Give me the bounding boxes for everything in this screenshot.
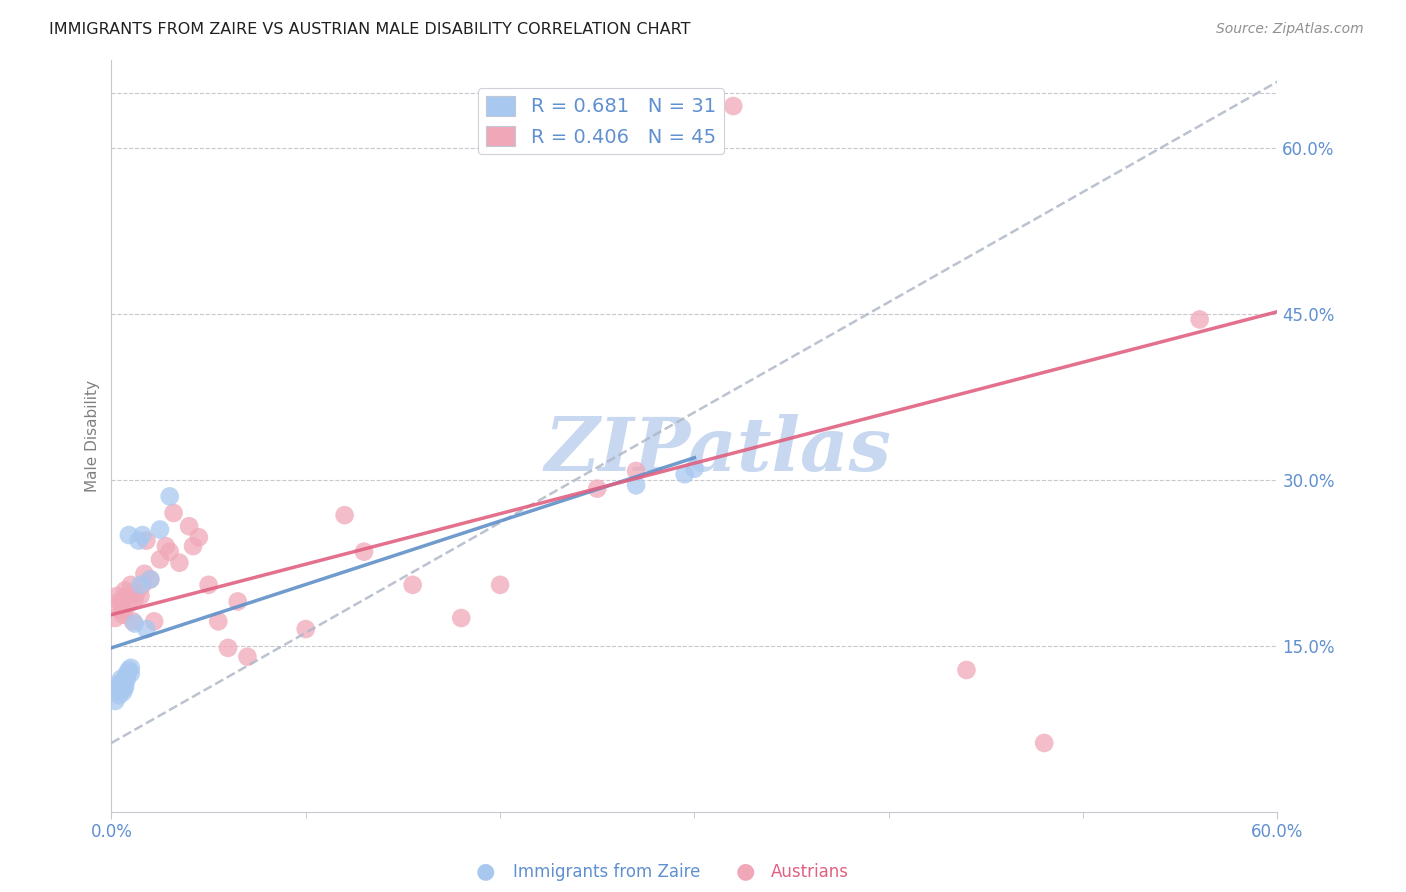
- Point: [155, 539, 177, 553]
- Point: [105, 677, 128, 691]
- Point: [110, 677, 132, 691]
- Point: [723, 99, 745, 113]
- Point: [118, 528, 141, 542]
- Point: [353, 544, 375, 558]
- Point: [115, 672, 138, 686]
- Point: [226, 594, 249, 608]
- Legend: R = 0.681   N = 31, R = 0.406   N = 45: R = 0.681 N = 31, R = 0.406 N = 45: [478, 88, 724, 154]
- Point: [162, 506, 184, 520]
- Point: [104, 611, 127, 625]
- Point: [114, 677, 136, 691]
- Point: [115, 589, 138, 603]
- Text: Austrians: Austrians: [770, 863, 848, 881]
- Point: [489, 578, 512, 592]
- Point: [586, 482, 609, 496]
- Point: [124, 592, 146, 607]
- Point: [124, 616, 146, 631]
- Text: ZIPatlas: ZIPatlas: [544, 415, 891, 487]
- Text: Immigrants from Zaire: Immigrants from Zaire: [513, 863, 700, 881]
- Point: [149, 552, 172, 566]
- Point: [1188, 312, 1211, 326]
- Point: [128, 533, 150, 548]
- Point: [110, 603, 132, 617]
- Point: [120, 661, 142, 675]
- Point: [129, 589, 152, 603]
- Point: [673, 467, 696, 482]
- Point: [1033, 736, 1056, 750]
- Point: [118, 663, 141, 677]
- Point: [104, 694, 127, 708]
- Point: [169, 556, 191, 570]
- Point: [333, 508, 356, 523]
- Point: [108, 594, 131, 608]
- Point: [110, 677, 132, 691]
- Point: [187, 530, 209, 544]
- Point: [139, 572, 162, 586]
- Text: ●: ●: [735, 862, 755, 881]
- Point: [134, 566, 156, 581]
- Point: [129, 578, 152, 592]
- Point: [149, 523, 172, 537]
- Point: [294, 622, 316, 636]
- Text: IMMIGRANTS FROM ZAIRE VS AUSTRIAN MALE DISABILITY CORRELATION CHART: IMMIGRANTS FROM ZAIRE VS AUSTRIAN MALE D…: [49, 22, 690, 37]
- Point: [401, 578, 423, 592]
- Point: [179, 519, 201, 533]
- Point: [683, 461, 706, 475]
- Point: [112, 685, 135, 699]
- Point: [624, 478, 647, 492]
- Y-axis label: Male Disability: Male Disability: [86, 380, 100, 491]
- Point: [159, 544, 181, 558]
- Point: [110, 597, 132, 611]
- Point: [143, 615, 166, 629]
- Point: [131, 528, 153, 542]
- Point: [236, 649, 259, 664]
- Point: [108, 682, 131, 697]
- Point: [105, 682, 128, 697]
- Point: [135, 622, 157, 636]
- Point: [703, 108, 725, 122]
- Point: [121, 615, 143, 629]
- Point: [112, 607, 135, 622]
- Point: [955, 663, 977, 677]
- Point: [450, 611, 472, 625]
- Point: [105, 589, 128, 603]
- Point: [115, 666, 138, 681]
- Point: [624, 464, 647, 478]
- Point: [114, 583, 136, 598]
- Point: [159, 489, 181, 503]
- Point: [139, 572, 162, 586]
- Point: [207, 615, 229, 629]
- Point: [108, 689, 131, 703]
- Point: [125, 585, 148, 599]
- Text: Source: ZipAtlas.com: Source: ZipAtlas.com: [1216, 22, 1364, 37]
- Text: ●: ●: [475, 862, 495, 881]
- Point: [120, 578, 142, 592]
- Point: [131, 578, 153, 592]
- Point: [120, 666, 142, 681]
- Point: [135, 533, 157, 548]
- Point: [118, 597, 141, 611]
- Point: [114, 672, 136, 686]
- Point: [112, 673, 135, 688]
- Point: [217, 640, 239, 655]
- Point: [114, 681, 136, 695]
- Point: [197, 578, 219, 592]
- Point: [112, 681, 135, 695]
- Point: [181, 539, 204, 553]
- Point: [110, 672, 132, 686]
